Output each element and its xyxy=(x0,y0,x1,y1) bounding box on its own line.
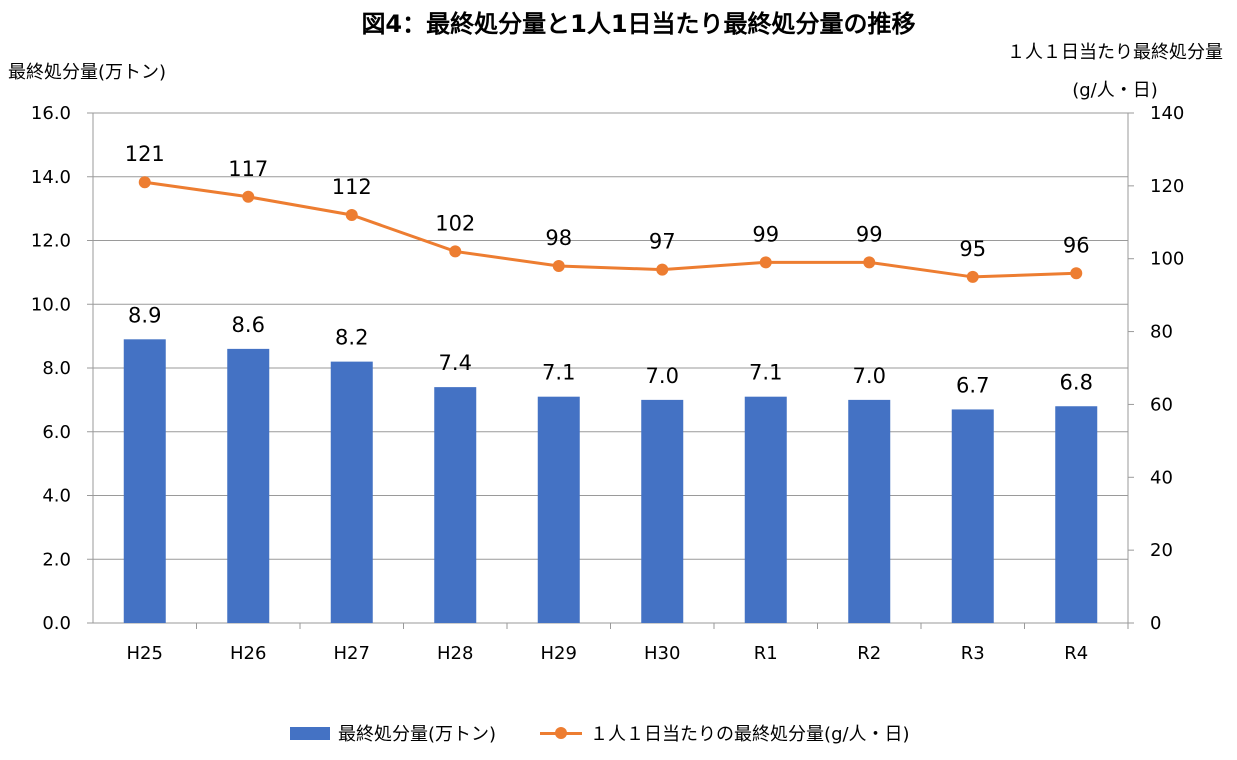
line-point xyxy=(966,270,979,283)
bar xyxy=(744,396,787,623)
bar-data-label: 6.7 xyxy=(956,373,989,397)
x-tick-label: R4 xyxy=(1064,643,1088,664)
bar-data-label: 7.4 xyxy=(439,351,472,375)
bar-data-label: 8.6 xyxy=(232,313,265,337)
bar-data-label: 8.2 xyxy=(335,326,368,350)
legend-line-swatch xyxy=(540,726,583,740)
y-tick-label: 12.0 xyxy=(31,231,71,252)
bar xyxy=(641,399,684,623)
line-point xyxy=(242,190,255,203)
line-data-label: 112 xyxy=(332,175,372,199)
x-tick-label: H30 xyxy=(644,643,680,664)
y-tick-label: 0.0 xyxy=(42,613,71,634)
line-data-label: 121 xyxy=(125,142,165,166)
bar xyxy=(537,396,580,623)
bar xyxy=(1055,406,1098,623)
y-axis-label: 最終処分量(万トン) xyxy=(8,62,167,83)
bar xyxy=(227,348,270,623)
bar-data-label: 6.8 xyxy=(1060,370,1093,394)
y-tick-label: 14.0 xyxy=(31,167,71,188)
x-tick-label: H26 xyxy=(230,643,266,664)
line-point xyxy=(759,256,772,269)
line-point xyxy=(1070,267,1083,280)
x-tick-label: R3 xyxy=(961,643,985,664)
bar xyxy=(434,387,477,623)
x-tick-label: H28 xyxy=(437,643,473,664)
line-data-label: 97 xyxy=(649,230,676,254)
y2-tick-label: 0 xyxy=(1150,613,1161,634)
line-data-label: 102 xyxy=(435,211,475,235)
y-tick-label: 16.0 xyxy=(31,103,71,124)
y2-tick-label: 80 xyxy=(1150,322,1173,343)
x-tick-label: R1 xyxy=(754,643,778,664)
bar xyxy=(330,361,373,623)
bar-data-label: 7.0 xyxy=(646,364,679,388)
line-point xyxy=(863,256,876,269)
chart-title: 図4：最終処分量と1人1日当たり最終処分量の推移 xyxy=(361,10,916,38)
line-data-label: 98 xyxy=(545,226,572,250)
line-data-label: 117 xyxy=(228,157,268,181)
line-data-label: 95 xyxy=(959,237,986,261)
bar-data-label: 7.1 xyxy=(542,361,575,385)
bar-data-label: 7.0 xyxy=(853,364,886,388)
line-series xyxy=(144,180,1077,279)
legend: 最終処分量(万トン) １人１日当たりの最終処分量(g/人・日) xyxy=(290,720,910,746)
y-tick-label: 6.0 xyxy=(42,422,71,443)
y-tick-label: 8.0 xyxy=(42,358,71,379)
line-point xyxy=(552,260,565,272)
y2-axis-label: １人１日当たり最終処分量(g/人・日) xyxy=(1007,42,1223,101)
bar xyxy=(951,409,994,623)
y-tick-label: 10.0 xyxy=(31,294,71,315)
x-tick-label: H27 xyxy=(334,643,370,664)
line-point xyxy=(345,209,358,221)
y2-tick-label: 120 xyxy=(1150,176,1184,197)
y2-tick-label: 40 xyxy=(1150,467,1173,488)
y-tick-label: 4.0 xyxy=(42,486,71,507)
bar xyxy=(848,399,891,623)
bar xyxy=(123,339,166,623)
line-point xyxy=(656,263,669,276)
bar-data-label: 8.9 xyxy=(128,303,161,327)
y2-tick-label: 100 xyxy=(1150,249,1184,270)
x-tick-label: H25 xyxy=(127,643,163,664)
line-point xyxy=(449,245,462,258)
legend-bar-swatch xyxy=(290,726,330,740)
bar-data-label: 7.1 xyxy=(749,361,782,385)
legend-bar-label: 最終処分量(万トン) xyxy=(338,724,497,745)
y2-tick-label: 60 xyxy=(1150,394,1173,415)
x-tick-label: R2 xyxy=(857,643,881,664)
y-tick-label: 2.0 xyxy=(42,549,71,570)
line-point xyxy=(138,176,151,189)
x-tick-label: H29 xyxy=(541,643,577,664)
y2-tick-label: 20 xyxy=(1150,540,1173,561)
line-data-label: 96 xyxy=(1063,233,1090,257)
line-data-label: 99 xyxy=(856,222,883,246)
legend-line-label: １人１日当たりの最終処分量(g/人・日) xyxy=(590,724,910,745)
y2-tick-label: 140 xyxy=(1150,103,1184,124)
line-data-label: 99 xyxy=(752,222,779,246)
